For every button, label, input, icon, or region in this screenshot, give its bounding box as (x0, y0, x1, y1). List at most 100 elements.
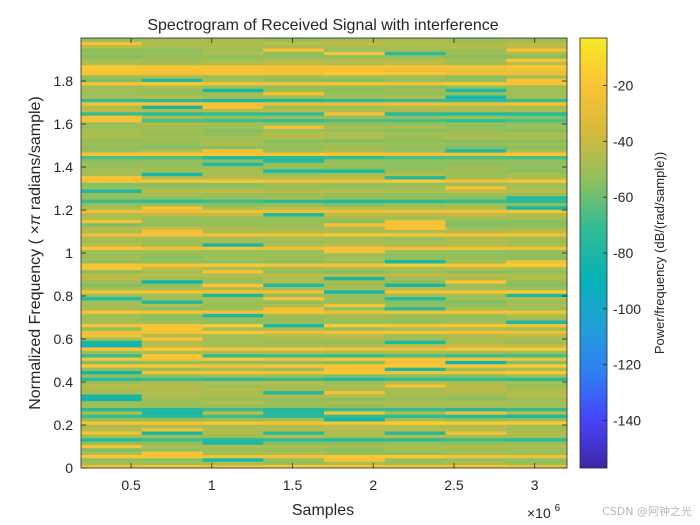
heatmap-cell (141, 394, 203, 398)
heatmap-cell (81, 95, 143, 99)
heatmap-cell (324, 279, 386, 284)
heatmap-cell (384, 350, 446, 355)
heatmap-cell (324, 380, 386, 385)
heatmap-cell (141, 158, 203, 163)
colorbar-tick-label: -120 (613, 357, 641, 373)
heatmap-cell (324, 81, 386, 86)
heatmap-cell (324, 293, 386, 298)
heatmap-cell (445, 330, 507, 335)
heatmap-cell (445, 353, 507, 358)
heatmap-cell (324, 41, 386, 46)
heatmap-cell (263, 330, 325, 335)
heatmap-cell (506, 360, 568, 365)
heatmap-cell (202, 54, 264, 59)
heatmap-cell (506, 323, 568, 328)
heatmap-cell (384, 279, 446, 284)
heatmap-cell (141, 306, 203, 311)
heatmap-cell (445, 182, 507, 187)
heatmap-cell (384, 363, 446, 368)
heatmap-cell (445, 437, 507, 442)
heatmap-cell (324, 273, 386, 277)
heatmap-cell (384, 313, 446, 318)
heatmap-cell (202, 313, 264, 318)
heatmap-cell (141, 256, 203, 261)
heatmap-cell (81, 226, 143, 230)
heatmap-cell (384, 253, 446, 257)
heatmap-cell (202, 289, 264, 294)
heatmap-cell (141, 283, 203, 287)
heatmap-cell (202, 68, 264, 72)
heatmap-cell (324, 54, 386, 59)
heatmap-cell (445, 380, 507, 385)
heatmap-cell (141, 350, 203, 355)
heatmap-cell (263, 222, 325, 227)
heatmap-cell (141, 205, 203, 210)
heatmap-cell (81, 336, 143, 341)
heatmap-cell (384, 397, 446, 402)
heatmap-cell (445, 444, 507, 449)
heatmap-cell (263, 118, 325, 123)
heatmap-cell (384, 101, 446, 106)
heatmap-cell (202, 232, 264, 237)
heatmap-cell (202, 404, 264, 408)
heatmap-cell (202, 195, 264, 200)
heatmap-cell (384, 407, 446, 412)
heatmap-cell (263, 189, 325, 193)
heatmap-cell (384, 158, 446, 163)
heatmap-cell (263, 242, 325, 247)
heatmap-cell (324, 464, 386, 469)
heatmap-cell (384, 447, 446, 452)
heatmap-cell (506, 447, 568, 452)
heatmap-cell (81, 289, 143, 294)
heatmap-cell (263, 256, 325, 261)
heatmap-cell (263, 303, 325, 308)
heatmap-cell (202, 273, 264, 277)
heatmap-cell (445, 165, 507, 170)
heatmap-cell (202, 256, 264, 261)
heatmap-cell (202, 175, 264, 180)
heatmap-cell (263, 323, 325, 328)
heatmap-cell (506, 209, 568, 214)
heatmap-cell (263, 276, 325, 281)
heatmap-cell (202, 269, 264, 274)
heatmap-cell (384, 454, 446, 459)
heatmap-cell (324, 384, 386, 388)
heatmap-cell (384, 333, 446, 338)
heatmap-cell (263, 461, 325, 466)
heatmap-cell (81, 461, 143, 466)
heatmap-cell (141, 54, 203, 59)
heatmap-cell (445, 350, 507, 355)
x-axis-label: Samples (292, 502, 354, 519)
heatmap-cell (141, 420, 203, 425)
heatmap-cell (445, 142, 507, 146)
heatmap-cell (324, 71, 386, 76)
heatmap-cell (263, 326, 325, 331)
heatmap-cell (384, 373, 446, 378)
heatmap-cell (202, 300, 264, 304)
y-label-symbol: ×π (27, 214, 44, 234)
heatmap-cell (81, 58, 143, 62)
heatmap-cell (445, 373, 507, 378)
heatmap-cell (141, 71, 203, 76)
heatmap-cell (384, 431, 446, 435)
x-tick-label: 0.5 (121, 477, 141, 493)
heatmap-cell (384, 323, 446, 328)
heatmap-cell (81, 54, 143, 59)
heatmap-cell (263, 142, 325, 146)
heatmap-cell (445, 407, 507, 412)
heatmap-cell (141, 269, 203, 274)
heatmap-cell (384, 125, 446, 130)
heatmap-cell (81, 81, 143, 86)
colorbar-tick-label: -40 (613, 133, 633, 149)
heatmap-cell (384, 179, 446, 183)
heatmap-cell (445, 273, 507, 277)
heatmap-cell (263, 246, 325, 251)
heatmap-cell (263, 232, 325, 237)
heatmap-cell (506, 303, 568, 308)
heatmap-cell (506, 115, 568, 120)
x-tick-label: 3 (531, 477, 539, 493)
heatmap-cell (81, 326, 143, 331)
heatmap-cell (384, 451, 446, 455)
heatmap-cell (324, 441, 386, 445)
heatmap-cell (506, 222, 568, 227)
